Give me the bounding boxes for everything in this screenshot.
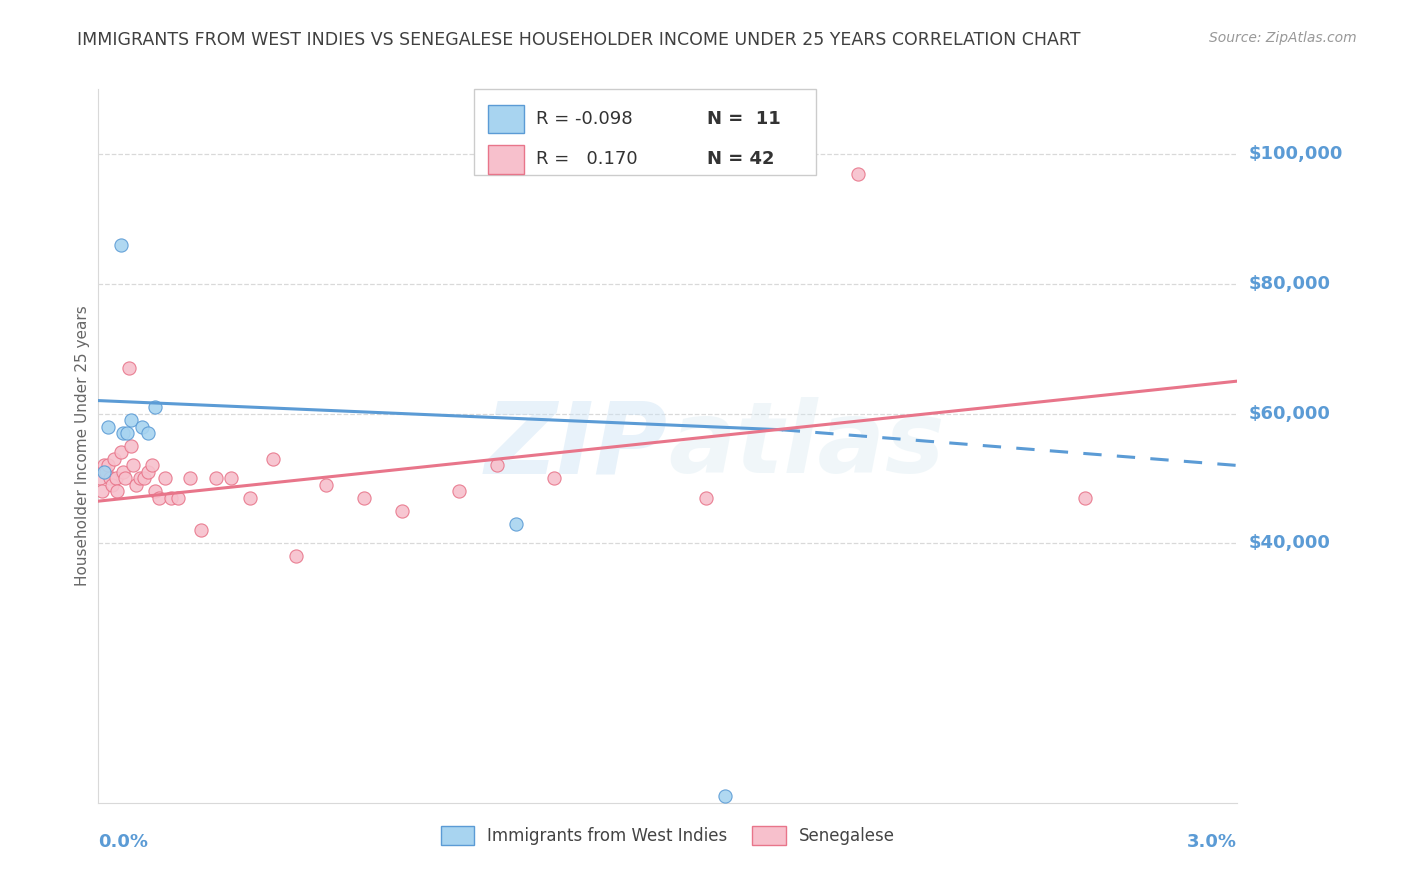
Text: $100,000: $100,000 xyxy=(1249,145,1343,163)
Point xyxy=(449,484,471,499)
Point xyxy=(93,458,115,473)
Point xyxy=(120,439,142,453)
Point xyxy=(121,458,143,473)
Text: ZIP: ZIP xyxy=(485,398,668,494)
Point xyxy=(112,465,135,479)
Text: IMMIGRANTS FROM WEST INDIES VS SENEGALESE HOUSEHOLDER INCOME UNDER 25 YEARS CORR: IMMIGRANTS FROM WEST INDIES VS SENEGALES… xyxy=(77,31,1081,49)
Point xyxy=(103,452,125,467)
Point xyxy=(1074,491,1097,505)
Point xyxy=(543,471,565,485)
Text: Source: ZipAtlas.com: Source: ZipAtlas.com xyxy=(1209,31,1357,45)
Point xyxy=(846,167,869,181)
Text: 3.0%: 3.0% xyxy=(1187,833,1237,851)
Point xyxy=(132,471,155,485)
Point xyxy=(100,478,122,492)
Point xyxy=(89,471,111,485)
Point xyxy=(153,471,176,485)
Point xyxy=(93,465,115,479)
Text: N =  11: N = 11 xyxy=(707,111,780,128)
Point xyxy=(131,419,153,434)
Point xyxy=(112,425,135,440)
Point xyxy=(190,524,212,538)
Text: R = -0.098: R = -0.098 xyxy=(536,111,633,128)
Point xyxy=(284,549,307,564)
Point xyxy=(714,789,737,804)
Point xyxy=(114,471,136,485)
Point xyxy=(205,471,228,485)
Point xyxy=(179,471,201,485)
Point xyxy=(145,484,167,499)
Point xyxy=(118,361,141,376)
Text: N = 42: N = 42 xyxy=(707,151,775,169)
Point xyxy=(120,413,142,427)
Point xyxy=(167,491,190,505)
FancyBboxPatch shape xyxy=(488,105,524,134)
Text: $60,000: $60,000 xyxy=(1249,405,1330,423)
Point xyxy=(141,458,163,473)
Point xyxy=(110,445,132,459)
Point xyxy=(136,465,159,479)
FancyBboxPatch shape xyxy=(474,89,815,175)
Point xyxy=(486,458,509,473)
Point xyxy=(353,491,375,505)
Point xyxy=(239,491,262,505)
Point xyxy=(104,471,127,485)
Text: $80,000: $80,000 xyxy=(1249,275,1330,293)
Point xyxy=(98,471,121,485)
Point xyxy=(148,491,170,505)
Legend: Immigrants from West Indies, Senegalese: Immigrants from West Indies, Senegalese xyxy=(434,819,901,852)
Point xyxy=(159,491,181,505)
Point xyxy=(145,400,167,414)
Point xyxy=(315,478,337,492)
Point xyxy=(94,465,117,479)
Point xyxy=(695,491,717,505)
Point xyxy=(262,452,284,467)
Point xyxy=(115,425,138,440)
Point xyxy=(391,504,413,518)
Point xyxy=(91,484,114,499)
Text: atlas: atlas xyxy=(668,398,945,494)
Point xyxy=(97,458,120,473)
Point xyxy=(97,419,120,434)
Text: R =   0.170: R = 0.170 xyxy=(536,151,637,169)
Text: 0.0%: 0.0% xyxy=(98,833,149,851)
Text: $40,000: $40,000 xyxy=(1249,534,1330,552)
Point xyxy=(505,516,527,531)
Point xyxy=(221,471,243,485)
Point xyxy=(129,471,152,485)
Y-axis label: Householder Income Under 25 years: Householder Income Under 25 years xyxy=(75,306,90,586)
Point xyxy=(136,425,159,440)
FancyBboxPatch shape xyxy=(488,145,524,174)
Point xyxy=(110,238,132,252)
Point xyxy=(107,484,129,499)
Point xyxy=(125,478,148,492)
